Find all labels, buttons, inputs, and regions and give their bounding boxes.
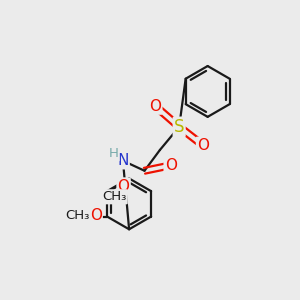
Text: H: H — [109, 147, 118, 160]
Text: CH₃: CH₃ — [65, 209, 89, 222]
Text: N: N — [117, 153, 129, 168]
Text: O: O — [197, 138, 209, 153]
Text: S: S — [174, 118, 184, 136]
Text: O: O — [118, 178, 130, 194]
Text: CH₃: CH₃ — [102, 190, 127, 203]
Text: O: O — [165, 158, 177, 173]
Text: O: O — [90, 208, 102, 223]
Text: O: O — [149, 99, 161, 114]
